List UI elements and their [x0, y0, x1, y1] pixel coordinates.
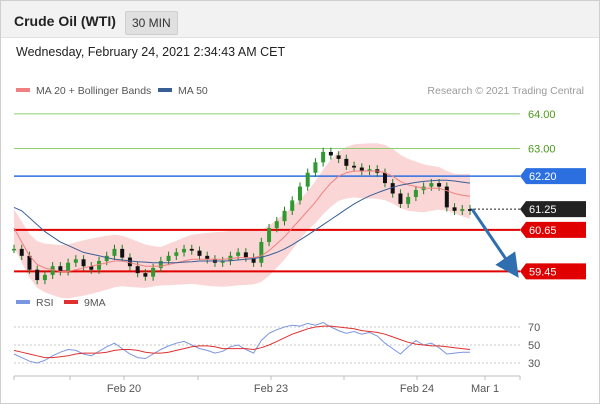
level-label-62.20: 62.20 [529, 171, 557, 183]
candle-body [236, 252, 241, 256]
candle-body [444, 186, 449, 208]
rsi-plot-area: 70 50 30 [13, 321, 540, 370]
candle-body [42, 274, 47, 281]
ma50-line [13, 179, 471, 264]
ma20-line [13, 170, 471, 272]
forecast-arrow [470, 208, 519, 278]
candle-body [158, 261, 163, 268]
candle-body [151, 267, 156, 277]
candle-body [336, 155, 341, 159]
candle-body [112, 248, 117, 256]
candle-body [27, 255, 32, 270]
x-tick-label: Feb 24 [400, 383, 434, 395]
ma9-legend-swatch [64, 300, 78, 304]
candle-body [135, 266, 140, 274]
candle-body [189, 248, 194, 251]
level-tag-61.25 [520, 201, 586, 218]
x-axis: Feb 20 Feb 23 Feb 24 Mar 1 [13, 376, 521, 395]
candle-body [367, 169, 372, 171]
candle-body [12, 248, 16, 251]
rsi-ma9-line [13, 325, 471, 359]
rsi-line [13, 321, 470, 364]
candle-body [406, 196, 411, 204]
level-label-59.45: 59.45 [529, 266, 557, 278]
candle-body [182, 248, 187, 253]
timestamp: Wednesday, February 24, 2021 2:34:43 AM … [16, 45, 286, 59]
candle-body [468, 209, 472, 211]
candle-body [120, 248, 125, 258]
ma-boll-legend-swatch [16, 88, 30, 92]
candle-body [282, 210, 287, 222]
candle-body [174, 252, 179, 256]
candle-body [197, 250, 202, 256]
candle-body [104, 255, 109, 262]
candle-body [251, 257, 256, 263]
candle-body [352, 165, 357, 168]
price-plot-area: 64.00 63.00 62.20 61.25 60.65 59.45 [12, 109, 586, 299]
candle-body [89, 266, 94, 270]
credit-text: Research © 2021 Trading Central [427, 85, 584, 97]
candle-body [66, 262, 71, 272]
candle-body [73, 259, 78, 263]
x-tick-label: Feb 20 [107, 383, 141, 395]
x-tick-label: Feb 23 [254, 383, 288, 395]
candle-body [81, 259, 86, 267]
candle-body [127, 257, 132, 267]
candle-body [413, 190, 418, 197]
candle-body [328, 151, 333, 156]
candle-body [437, 183, 442, 187]
instrument-title: Crude Oil (WTI) [14, 13, 116, 29]
candle-body [305, 172, 310, 187]
candle-body [50, 266, 55, 275]
candle-body [220, 261, 225, 263]
candle-body [35, 269, 40, 281]
candle-body [452, 207, 457, 211]
rsi-tick-50: 50 [528, 340, 540, 352]
level-label-64.00: 64.00 [528, 109, 556, 121]
candle-body [267, 228, 272, 242]
candle-body [58, 266, 63, 272]
rsi-legend-label: RSI [36, 297, 54, 309]
widget-header: Crude Oil (WTI) 30 MIN [1, 1, 599, 38]
candle-body [382, 172, 387, 184]
candle-body [460, 209, 465, 211]
candle-body [243, 252, 248, 258]
candle-body [259, 241, 264, 263]
bollinger-band [14, 143, 470, 299]
candle-body [97, 261, 102, 270]
candle-body [359, 167, 364, 171]
candle-body [143, 273, 148, 277]
candle-body [166, 255, 171, 262]
candle-body [290, 200, 295, 211]
candle-body [390, 183, 395, 194]
candle-body [19, 248, 24, 256]
x-tick-label: Mar 1 [471, 383, 499, 395]
candle-body [205, 255, 210, 260]
level-tag-59.45 [520, 263, 586, 280]
rsi-legend-swatch [16, 300, 30, 304]
candle-body [321, 151, 326, 163]
ma50-legend-swatch [158, 88, 172, 92]
level-label-60.65: 60.65 [529, 225, 557, 237]
candle-body [313, 162, 318, 173]
level-tag-62.20 [520, 168, 586, 185]
candle-body [429, 183, 434, 187]
candle-body [274, 221, 279, 229]
ma-boll-legend-label: MA 20 + Bollinger Bands [36, 85, 151, 97]
ma50-legend-label: MA 50 [178, 85, 208, 97]
level-label-61.25: 61.25 [529, 204, 557, 216]
rsi-tick-70: 70 [528, 322, 540, 334]
level-label-63.00: 63.00 [528, 143, 556, 155]
timeframe-badge[interactable]: 30 MIN [125, 11, 178, 35]
ma9-legend-label: 9MA [84, 297, 106, 309]
rsi-tick-30: 30 [528, 358, 540, 370]
candle-body [297, 186, 302, 201]
candle-body [398, 193, 403, 204]
level-tag-60.65 [520, 221, 586, 238]
candle-body [344, 158, 349, 166]
